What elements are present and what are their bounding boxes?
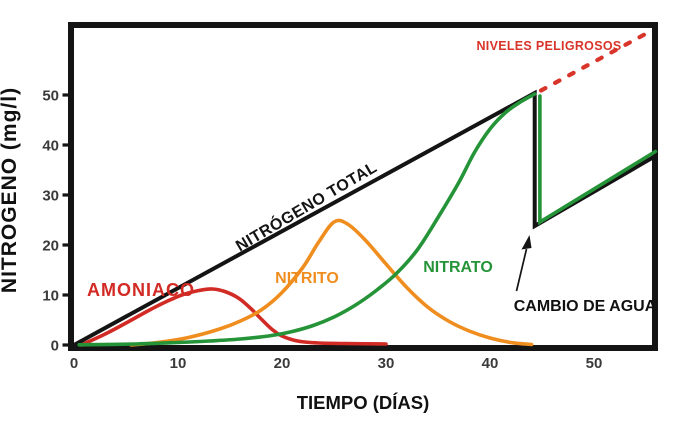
x-tick-label: 50 xyxy=(586,355,603,372)
series-niveles-peligrosos xyxy=(538,29,652,93)
y-tick-label: 10 xyxy=(42,288,59,305)
y-tick-label: 40 xyxy=(42,138,59,155)
series-curves xyxy=(72,29,658,347)
water-change-arrow xyxy=(515,235,532,292)
series-nitrogeno-total xyxy=(72,89,658,347)
y-axis-title: NITRÓGENO (mg/l) xyxy=(0,87,21,293)
y-tick-label: 50 xyxy=(42,88,59,105)
x-tick-label: 10 xyxy=(170,355,187,372)
series-nitrato xyxy=(77,92,537,347)
x-tick-label: 0 xyxy=(70,355,78,372)
ammonia-curve-label: AMONIACO xyxy=(87,280,195,300)
series-amoniaco xyxy=(79,287,388,347)
y-tick-label: 20 xyxy=(42,238,59,255)
nitrite-curve-label: NITRITO xyxy=(275,270,339,287)
x-tick-label: 30 xyxy=(378,355,395,372)
x-axis-title: TIEMPO (DÍAS) xyxy=(297,392,430,413)
danger-levels-label: NIVELES PELIGROSOS xyxy=(476,39,621,53)
y-tick-label: 0 xyxy=(51,338,59,355)
x-tick-label: 40 xyxy=(482,355,499,372)
y-tick-label: 30 xyxy=(42,188,59,205)
arrow-head-icon xyxy=(521,235,532,250)
arrow-shaft xyxy=(515,248,528,292)
series-nitrato-tras-cambio xyxy=(538,94,658,226)
x-tick-label: 20 xyxy=(274,355,291,372)
y-axis-ticks: 0 10 20 30 40 50 xyxy=(42,88,71,355)
x-axis-ticks: 0 10 20 30 40 50 xyxy=(70,355,603,372)
plot-frame xyxy=(68,22,658,351)
water-change-label: CAMBIO DE AGUA xyxy=(514,298,657,315)
total-nitrogen-curve-label: NITRÓGENO TOTAL xyxy=(232,157,380,255)
series-nitrito xyxy=(129,218,534,347)
nitrate-curve-label: NITRATO xyxy=(423,259,493,276)
